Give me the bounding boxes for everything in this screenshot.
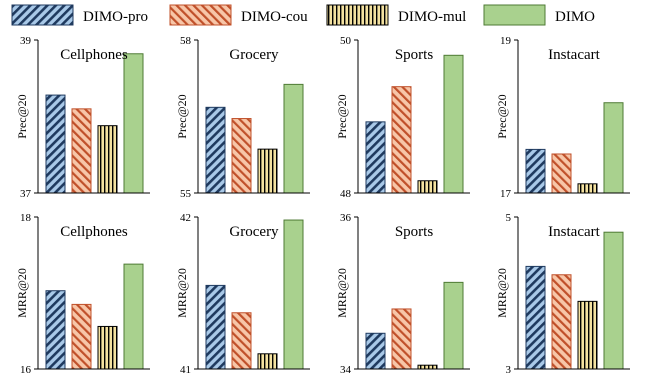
bar-pro [45,290,66,370]
y-tick-label-top: 36 [340,212,352,224]
y-tick-label-bottom: 48 [340,188,352,200]
panel-title: Sports [395,224,434,240]
y-axis-label: MRR@20 [175,268,189,318]
legend-swatch-pro [11,4,74,26]
bar-pro [525,148,546,194]
y-axis-label: MRR@20 [335,268,349,318]
panel-title: Instacart [548,47,600,63]
bar-cou [391,86,412,194]
bar-cou [71,108,92,194]
bar-dimo [603,231,624,370]
bar-pro [525,265,546,370]
panel-title: Cellphones [60,47,128,63]
y-tick-label-bottom: 16 [20,364,32,376]
legend-label-cou: DIMO-cou [241,9,308,25]
bar-dimo [443,281,464,370]
legend-item-cou: DIMO-cou [169,4,308,26]
panel-3: 50 48 Sports Prec@20 [335,35,470,200]
bar-cou [231,118,252,194]
y-tick-label-bottom: 41 [180,364,191,376]
bar-pro [205,284,226,370]
bar-mul [257,353,278,370]
panel-title: Instacart [548,224,600,240]
legend-label-pro: DIMO-pro [83,9,148,25]
y-axis-label: Prec@20 [175,94,189,138]
bar-mul [97,325,118,370]
y-axis-label: Prec@20 [15,94,29,138]
bar-pro [45,94,66,194]
legend: DIMO-pro DIMO-cou DIMO-mul DIMO [11,4,595,26]
legend-item-dimo: DIMO [483,4,595,26]
y-tick-label-top: 5 [506,212,512,224]
y-tick-label-top: 19 [500,35,512,47]
bar-dimo [123,263,144,370]
y-tick-label-bottom: 17 [500,188,512,200]
bar-mul [577,300,598,370]
legend-swatch-dimo [483,4,546,26]
bar-dimo [283,219,304,370]
y-axis-label: Prec@20 [495,94,509,138]
y-tick-label-bottom: 3 [506,364,512,376]
legend-item-pro: DIMO-pro [11,4,148,26]
panel-title: Sports [395,47,434,63]
panel-1: 39 37 Cellphones Prec@20 [15,35,150,200]
y-tick-label-top: 50 [340,35,352,47]
panel-2: 58 55 Grocery Prec@20 [175,35,310,200]
panel-4: 19 17 Instacart Prec@20 [495,35,630,200]
y-axis-label: Prec@20 [335,94,349,138]
bar-dimo [603,102,624,194]
bar-pro [365,121,386,194]
y-axis-label: MRR@20 [15,268,29,318]
y-tick-label-top: 18 [20,212,32,224]
y-tick-label-top: 58 [180,35,192,47]
y-tick-label-bottom: 34 [340,364,352,376]
bar-cou [391,308,412,370]
bar-mul [577,183,598,194]
bar-cou [551,274,572,370]
panel-title: Grocery [229,224,279,240]
bar-pro [205,106,226,194]
bar-dimo [283,83,304,194]
panel-7: 36 34 Sports MRR@20 [335,212,470,376]
legend-label-dimo: DIMO [555,9,595,25]
y-tick-label-bottom: 55 [180,188,192,200]
legend-item-mul: DIMO-mul [326,4,466,26]
bar-dimo [123,53,144,194]
bar-cou [551,153,572,194]
panel-8: 5 3 Instacart MRR@20 [495,212,630,376]
y-tick-label-top: 39 [20,35,32,47]
y-tick-label-bottom: 37 [20,188,32,200]
bar-mul [257,148,278,194]
bar-mul [417,180,438,194]
bar-mul [97,125,118,194]
panel-5: 18 16 Cellphones MRR@20 [15,212,150,376]
bar-cou [231,312,252,370]
panel-title: Grocery [229,47,279,63]
legend-swatch-mul [326,4,389,26]
panel-title: Cellphones [60,224,128,240]
chart-panels: 3937CellphonesPrec@205855GroceryPrec@205… [15,35,630,376]
bar-cou [71,303,92,370]
panel-6: 42 41 Grocery MRR@20 [175,212,310,376]
bar-dimo [443,54,464,194]
bar-mul [417,364,438,370]
legend-label-mul: DIMO-mul [398,9,466,25]
legend-swatch-cou [169,4,232,26]
bar-pro [365,332,386,370]
y-axis-label: MRR@20 [495,268,509,318]
y-tick-label-top: 42 [180,212,191,224]
